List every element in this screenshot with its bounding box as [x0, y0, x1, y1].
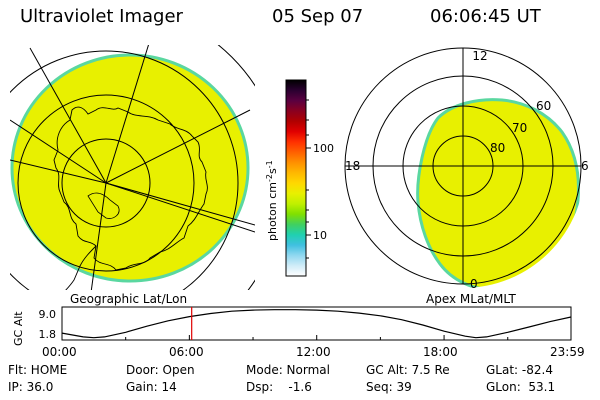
peninsula-outline [65, 245, 97, 290]
altitude-xtick-2359: 23:59 [550, 345, 585, 359]
time-label: 06:06:45 UT [430, 6, 541, 27]
mlat-label-60: 60 [536, 99, 551, 113]
geographic-map [10, 45, 255, 290]
altitude-plot: 9.0 1.8 GC Alt [12, 306, 572, 346]
altitude-ytick-max: 9.0 [39, 308, 57, 321]
altitude-x-ticks [61, 335, 572, 340]
colorbar-tick-10: 10 [313, 229, 327, 242]
meridian-lines [10, 45, 255, 290]
magnetic-panel-label: Apex MLat/MLT [426, 292, 516, 306]
aurora-oval-geographic [10, 53, 250, 283]
mlt-label-18: 18 [345, 159, 360, 173]
magnetic-polar-plot: 12 6 0 18 60 70 80 [344, 47, 589, 291]
status-door: Door: Open [126, 363, 195, 377]
status-gc-alt: GC Alt: 7.5 Re [366, 363, 450, 377]
latitude-circles [10, 45, 255, 290]
status-seq: Seq: 39 [366, 380, 412, 394]
altitude-xtick-0600: 06:00 [169, 345, 204, 359]
altitude-xtick-0000: 00:00 [42, 345, 77, 359]
status-mode: Mode: Normal [246, 363, 330, 377]
altitude-xtick-1200: 12:00 [296, 345, 331, 359]
date-label: 05 Sep 07 [272, 6, 364, 27]
antarctica-coastline [53, 106, 208, 271]
altitude-ytick-min: 1.8 [39, 328, 57, 341]
altitude-series-line [61, 309, 572, 339]
colorbar-ticks [306, 99, 311, 259]
mlt-label-0: 0 [470, 277, 478, 291]
status-ip: IP: 36.0 [8, 380, 54, 394]
colorbar-tick-100: 100 [313, 142, 334, 155]
mlat-label-80: 80 [490, 141, 505, 155]
colorbar-title: photon cm-2s-1 [265, 160, 279, 241]
status-dsp: Dsp: -1.6 [246, 380, 312, 394]
aurora-oval-magnetic [416, 98, 580, 288]
ice-shelf-outline [87, 192, 120, 219]
status-glon: GLon: 53.1 [486, 380, 556, 394]
status-flight: Flt: HOME [8, 363, 68, 377]
instrument-title: Ultraviolet Imager [20, 6, 183, 27]
mlat-label-70: 70 [512, 121, 527, 135]
altitude-xtick-1800: 18:00 [423, 345, 458, 359]
status-gain: Gain: 14 [126, 380, 177, 394]
altitude-ylabel: GC Alt [12, 311, 25, 346]
mlt-label-6: 6 [581, 159, 589, 173]
mlt-label-12: 12 [472, 49, 487, 63]
status-glat: GLat: -82.4 [486, 363, 553, 377]
mlt-cross-lines [345, 48, 581, 284]
geographic-panel-label: Geographic Lat/Lon [70, 292, 188, 306]
colorbar [285, 79, 307, 277]
